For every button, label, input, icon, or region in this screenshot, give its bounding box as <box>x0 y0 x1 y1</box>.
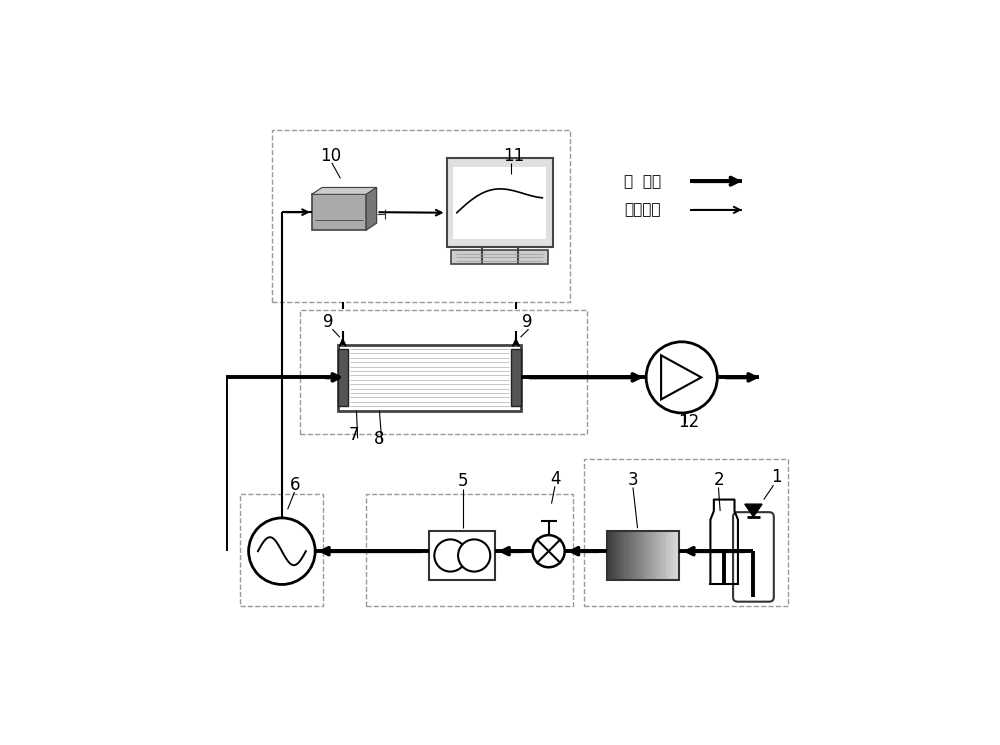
Bar <box>366 494 573 606</box>
Text: 气  流：: 气 流： <box>624 174 661 188</box>
Text: 12: 12 <box>678 413 699 431</box>
Text: 7: 7 <box>349 426 360 445</box>
Bar <box>619 531 622 580</box>
Bar <box>667 531 671 580</box>
Bar <box>240 494 323 606</box>
Bar <box>613 531 616 580</box>
Text: 4: 4 <box>550 470 560 488</box>
Text: 8: 8 <box>374 430 384 448</box>
Circle shape <box>249 518 315 585</box>
Bar <box>272 130 570 302</box>
Text: 2: 2 <box>714 472 724 489</box>
Bar <box>653 531 656 580</box>
Bar <box>647 531 651 580</box>
FancyBboxPatch shape <box>447 158 553 247</box>
Bar <box>650 531 654 580</box>
Bar <box>633 531 636 580</box>
Circle shape <box>646 342 717 413</box>
FancyBboxPatch shape <box>338 345 521 410</box>
Polygon shape <box>366 188 377 230</box>
Text: 1: 1 <box>771 469 781 486</box>
Bar <box>656 531 659 580</box>
Bar <box>624 531 628 580</box>
Bar <box>662 531 665 580</box>
Polygon shape <box>661 355 701 399</box>
Text: 5: 5 <box>458 472 469 490</box>
FancyBboxPatch shape <box>451 250 548 264</box>
Bar <box>627 531 631 580</box>
Circle shape <box>458 539 490 571</box>
Bar <box>644 531 648 580</box>
Text: 9: 9 <box>323 314 333 332</box>
Text: 9: 9 <box>522 314 532 332</box>
Polygon shape <box>745 504 762 517</box>
FancyBboxPatch shape <box>453 167 546 238</box>
Bar <box>659 531 662 580</box>
FancyBboxPatch shape <box>338 349 348 406</box>
Circle shape <box>434 539 467 571</box>
Bar <box>616 531 619 580</box>
Text: 信号流：: 信号流： <box>624 203 661 218</box>
Text: 11: 11 <box>503 147 525 165</box>
Bar <box>636 531 639 580</box>
FancyBboxPatch shape <box>312 194 366 230</box>
Bar <box>584 460 788 606</box>
Bar <box>673 531 677 580</box>
Bar <box>676 531 679 580</box>
Bar <box>621 531 625 580</box>
Bar <box>670 531 674 580</box>
FancyBboxPatch shape <box>511 349 521 406</box>
Bar <box>665 531 668 580</box>
Text: 3: 3 <box>627 472 638 489</box>
Text: 10: 10 <box>320 147 341 165</box>
Bar <box>610 531 613 580</box>
Text: 6: 6 <box>290 476 300 494</box>
FancyBboxPatch shape <box>429 531 495 580</box>
Bar <box>630 531 634 580</box>
Bar <box>607 531 611 580</box>
Bar <box>639 531 642 580</box>
Bar <box>300 310 587 434</box>
Circle shape <box>533 535 565 567</box>
Bar <box>642 531 645 580</box>
Polygon shape <box>312 188 377 194</box>
FancyBboxPatch shape <box>733 512 774 602</box>
